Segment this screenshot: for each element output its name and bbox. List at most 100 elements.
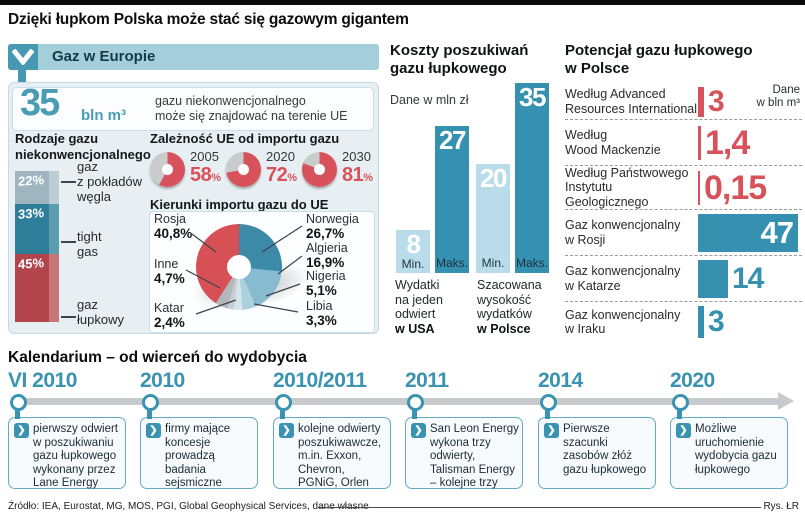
timeline-text: Pierwsze szacunki zasobów złóż gazu łupk… [563, 423, 647, 476]
timeline-year: 2011 [405, 369, 449, 392]
timeline-marker [672, 394, 689, 411]
row-value: 1,4 [705, 123, 750, 162]
row-bar [698, 125, 701, 160]
europe-panel: 35 bln m³ gazu niekonwencjonalnego może … [8, 82, 379, 334]
row-bar: 47 [698, 213, 798, 252]
pie-label-libia: Libia 3,3% [306, 299, 337, 328]
timeline-year: 2014 [538, 369, 583, 392]
costs-unit-note: Dane w mln zł [390, 93, 469, 107]
leader-lines [185, 225, 303, 315]
gas-types-heading: Rodzaje gazu niekonwencjonalnego [15, 131, 151, 162]
dependency-item: 2020 72% [226, 149, 300, 189]
row-label: Według Advanced Resources International [565, 87, 698, 116]
row-value: 47 [760, 214, 794, 250]
segment-percent: 22% [18, 172, 45, 189]
bar-value: 8 [406, 229, 421, 259]
timeline-pin [147, 408, 152, 419]
timeline-event-2010: 2010 ❯ firmy mające koncesje prowadzą ba… [140, 370, 264, 489]
top-rule [0, 0, 805, 5]
chevron-right-icon: ❯ [14, 423, 29, 438]
timeline-event-2011: 2011 ❯ San Leon Energy wykona trzy odwie… [405, 369, 529, 489]
donut-chart-2020 [226, 152, 261, 187]
dependency-heading: Zależność UE od importu gazu [150, 131, 340, 146]
chevron-right-icon: ❯ [676, 423, 691, 438]
timeline-box: ❯ kolejne odwierty poszukiwawcze, m.in. … [273, 417, 391, 489]
row-bar [698, 306, 704, 338]
costs-caption-usa: Wydatki na jeden odwiert w USA [395, 278, 443, 336]
row-label: Według Wood Mackenzie [565, 128, 661, 157]
potential-row-qatar: Gaz konwencjonalny w Katarze 14 [565, 256, 802, 302]
chevron-down-icon [8, 44, 38, 70]
potential-unit-note: Dane w bln m³ [756, 84, 800, 109]
row-label: Gaz konwencjonalny w Iraku [565, 307, 681, 337]
dependency-item: 2030 81% [302, 149, 376, 189]
timeline-arrow-icon [778, 392, 794, 410]
bar-value: 20 [480, 163, 507, 193]
headline-desc: gazu niekonwencjonalnego może się znajdo… [155, 94, 348, 123]
bar-value: 35 [519, 82, 546, 112]
timeline-text: pierwszy odwiert w poszukiwaniu gazu łup… [33, 423, 118, 489]
row-bar [698, 259, 728, 298]
timeline-marker [540, 394, 557, 411]
bar-axis-label: Min. [401, 257, 425, 271]
segment-percent: 33% [18, 205, 45, 222]
bar-poland-max: 35 Maks. [515, 83, 549, 273]
timeline-year: 2010/2011 [273, 369, 367, 392]
potential-chart: Według Advanced Resources International … [565, 84, 802, 342]
imports-pie-box: Rosja 40,8% Inne 4,7% Katar 2,4% Norwegia 26… [149, 211, 375, 333]
segment-label-tight: tight gas [77, 229, 102, 259]
timeline-marker [142, 394, 159, 411]
potential-row-pgi: Według Państwowego Instytutu Geologiczne… [565, 166, 802, 210]
costs-caption-poland: Szacowana wysokość wydatków w Polsce [477, 278, 542, 336]
stack-segment-coal: 22% [15, 171, 59, 204]
timeline-text: San Leon Energy wykona trzy odwierty, Ta… [430, 423, 519, 489]
stack-segment-shale: 45% [15, 254, 59, 322]
footer-rule [318, 507, 761, 508]
leader-line [61, 241, 76, 243]
donut-chart-2005 [150, 152, 185, 187]
timeline-year: VI 2010 [8, 369, 77, 392]
segment-percent: 45% [18, 255, 45, 272]
timeline-axis [14, 398, 780, 405]
timeline-box: ❯ pierwszy odwiert w poszukiwaniu gazu ł… [8, 417, 126, 489]
potential-row-iraq: Gaz konwencjonalny w Iraku 3 [565, 302, 802, 342]
page-title: Dzięki łupkom Polska może stać się gazow… [8, 11, 409, 28]
timeline-text: Możliwe uruchomienie wydobycia gazu łupk… [695, 423, 777, 476]
bar-value: 27 [439, 125, 466, 155]
credit-note: Rys. ŁR [763, 501, 799, 512]
bar-axis-label: Maks. [515, 256, 548, 270]
europe-panel-title: Gaz w Europie [52, 48, 156, 65]
row-value: 3 [708, 84, 725, 118]
timeline-pin [15, 408, 20, 419]
europe-panel-stem [18, 70, 26, 82]
timeline-event-vi-2010: VI 2010 ❯ pierwszy odwiert w poszukiwani… [8, 369, 132, 489]
row-value: 0,15 [704, 168, 767, 207]
timeline-text: firmy mające koncesje prowadzą badania s… [165, 423, 231, 489]
dependency-year: 2005 [190, 149, 219, 164]
pie-label-nigeria: Nigeria 5,1% [306, 269, 346, 298]
dependency-percent: 72% [266, 164, 297, 186]
pie-label-inne: Inne 4,7% [154, 257, 185, 286]
dependency-year: 2030 [342, 149, 371, 164]
chevron-right-icon: ❯ [544, 423, 559, 438]
segment-label-coal: gaz z pokładów węgla [77, 159, 143, 204]
headline-value: 35 [20, 82, 60, 124]
costs-bar-chart: 8 Min. 27 Maks. 20 Min. 35 Maks. [396, 83, 558, 273]
timeline-event-2010-2011: 2010/2011 ❯ kolejne odwierty poszukiwawc… [273, 369, 397, 489]
potential-row-russia: Gaz konwencjonalny w Rosji 47 [565, 210, 802, 256]
gas-types-stacked-bar: 22% 33% 45% [15, 171, 59, 322]
imports-heading: Kierunki importu gazu do UE [150, 197, 329, 212]
row-bar [698, 86, 704, 117]
timeline-box: ❯ firmy mające koncesje prowadzą badania… [140, 417, 258, 489]
pie-label-rosja: Rosja 40,8% [154, 212, 193, 241]
dependency-item: 2005 58% [150, 149, 224, 189]
potential-row-ari: Według Advanced Resources International … [565, 84, 802, 120]
europe-panel-header: Gaz w Europie [8, 44, 379, 70]
pie-label-norwegia: Norwegia 26,7% [306, 212, 359, 241]
potential-row-wood-mackenzie: Według Wood Mackenzie 1,4 [565, 120, 802, 166]
timeline-event-2014: 2014 ❯ Pierwsze szacunki zasobów złóż ga… [538, 369, 662, 489]
pie-label-algieria: Algieria 16,9% [306, 241, 348, 270]
bar-axis-label: Min. [481, 256, 505, 270]
timeline-box: ❯ San Leon Energy wykona trzy odwierty, … [405, 417, 523, 489]
